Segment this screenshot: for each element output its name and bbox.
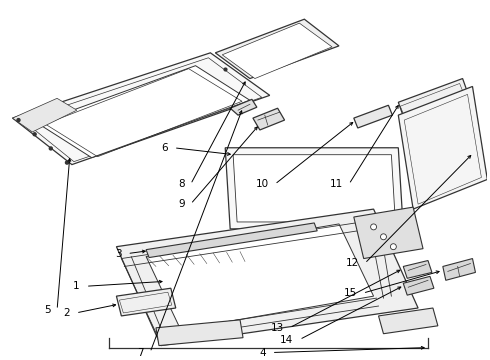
Polygon shape <box>13 53 270 165</box>
Text: 12: 12 <box>345 258 359 269</box>
Polygon shape <box>354 105 392 128</box>
Text: 13: 13 <box>270 323 284 333</box>
Text: 4: 4 <box>259 347 266 357</box>
Circle shape <box>49 147 52 150</box>
Text: 14: 14 <box>280 335 294 345</box>
Circle shape <box>391 244 396 249</box>
Polygon shape <box>37 66 250 158</box>
Polygon shape <box>379 308 438 334</box>
Polygon shape <box>354 207 423 258</box>
Text: 2: 2 <box>63 308 70 318</box>
Polygon shape <box>398 86 488 209</box>
Text: 9: 9 <box>178 199 185 209</box>
Text: 15: 15 <box>343 288 357 298</box>
Polygon shape <box>403 276 434 295</box>
Polygon shape <box>403 261 432 278</box>
Polygon shape <box>233 155 395 222</box>
Polygon shape <box>443 258 475 280</box>
Circle shape <box>33 133 36 136</box>
Polygon shape <box>215 19 339 78</box>
Polygon shape <box>225 148 403 229</box>
Polygon shape <box>13 98 77 132</box>
Polygon shape <box>398 78 467 116</box>
Text: 6: 6 <box>161 143 168 153</box>
Polygon shape <box>146 224 373 330</box>
Circle shape <box>381 234 387 240</box>
Circle shape <box>370 224 376 230</box>
Polygon shape <box>230 99 257 115</box>
Text: 7: 7 <box>138 347 144 357</box>
Text: 10: 10 <box>256 179 269 189</box>
Text: 8: 8 <box>178 179 185 189</box>
Polygon shape <box>253 108 285 130</box>
Text: 3: 3 <box>115 249 122 258</box>
Text: 11: 11 <box>330 179 343 189</box>
Polygon shape <box>146 223 317 257</box>
Polygon shape <box>222 23 332 78</box>
Polygon shape <box>156 320 243 346</box>
Polygon shape <box>117 209 418 346</box>
Polygon shape <box>117 288 176 316</box>
Circle shape <box>66 161 69 164</box>
Text: 1: 1 <box>73 281 80 291</box>
Circle shape <box>17 118 20 122</box>
Text: 5: 5 <box>45 305 51 315</box>
